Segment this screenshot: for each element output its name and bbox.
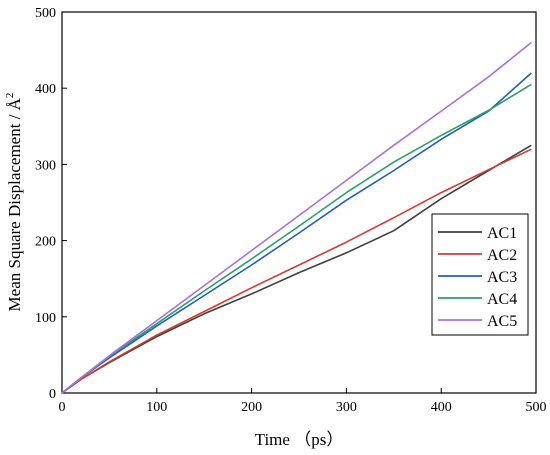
y-axis-title-sup: 2	[4, 93, 16, 99]
series-line-ac2	[61, 148, 532, 394]
y-tick-label: 100	[35, 311, 56, 326]
x-tick-label: 100	[146, 400, 167, 415]
y-tick-label: 300	[35, 158, 56, 173]
series-lines	[61, 41, 532, 394]
x-tick-label: 500	[526, 400, 547, 415]
y-tick-label: 200	[35, 235, 56, 250]
plot-frame	[61, 11, 537, 394]
legend-label-ac2: AC2	[487, 247, 517, 264]
legend-label-ac4: AC4	[487, 291, 517, 308]
x-tick-label: 200	[241, 400, 262, 415]
legend-label-ac1: AC1	[487, 225, 517, 242]
y-tick-label: 400	[35, 82, 56, 97]
legend-box	[431, 213, 529, 336]
legend-label-ac5: AC5	[487, 313, 517, 330]
legend-label-ac3: AC3	[487, 269, 517, 286]
series-line-ac3	[61, 72, 532, 394]
axis-ticks: 0 100 200 300 400 500 0 100 200 300 400 500	[35, 6, 547, 415]
x-tick-label: 400	[431, 400, 452, 415]
y-axis-title: Mean Square Displacement / Å2	[4, 93, 24, 312]
y-tick-label: 500	[35, 6, 56, 21]
y-axis-title-main: Mean Square Displacement / Å	[5, 97, 24, 311]
series-line-ac5	[61, 41, 532, 394]
x-tick-label: 0	[59, 400, 66, 415]
legend: AC1 AC2 AC3 AC4 AC5	[431, 213, 529, 336]
x-axis-title: Time （ps）	[255, 430, 344, 449]
y-tick-label: 0	[49, 387, 56, 402]
x-tick-label: 300	[336, 400, 357, 415]
